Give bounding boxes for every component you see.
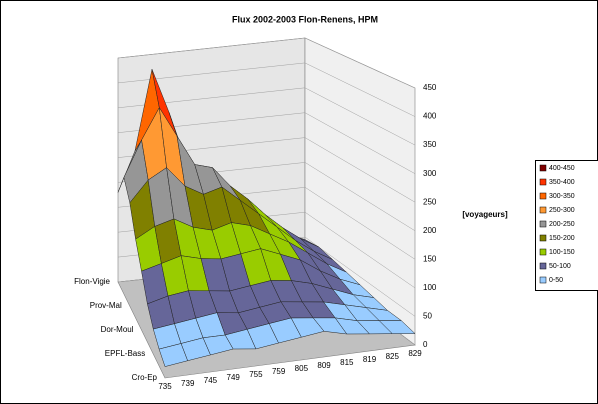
x-tick-label: 805 xyxy=(295,364,309,373)
z-tick-label: 450 xyxy=(423,83,437,92)
legend-label: 400-450 xyxy=(549,165,575,172)
legend-label: 50-100 xyxy=(549,263,571,270)
x-tick-label: 829 xyxy=(408,349,422,358)
z-tick-label: 0 xyxy=(423,340,428,349)
x-tick-label: 739 xyxy=(181,379,195,388)
grid-line xyxy=(117,37,416,89)
z-tick-label: 200 xyxy=(423,226,437,235)
legend-label: 200-250 xyxy=(549,221,575,228)
x-tick-label: 825 xyxy=(386,352,400,361)
legend-swatch xyxy=(539,178,547,186)
z-tick-label: 150 xyxy=(423,254,437,263)
legend-swatch xyxy=(539,248,547,256)
z-tick-label: 400 xyxy=(423,112,437,121)
legend-swatch xyxy=(539,220,547,228)
legend-swatch xyxy=(539,276,547,284)
grid-line xyxy=(117,112,416,174)
y-tick-label: EPFL-Bass xyxy=(105,349,145,358)
legend-label: 100-150 xyxy=(549,249,575,256)
legend-label: 300-350 xyxy=(549,193,575,200)
chart-title: Flux 2002-2003 Flon-Renens, HPM xyxy=(232,14,378,24)
y-tick-label: Cro-Ep xyxy=(132,373,158,382)
x-tick-label: 815 xyxy=(340,358,354,367)
x-tick-label: 819 xyxy=(363,355,377,364)
surface-cell xyxy=(378,320,416,334)
legend-swatch xyxy=(539,192,547,200)
legend-swatch xyxy=(539,262,547,270)
z-tick-label: 100 xyxy=(423,283,437,292)
legend-label: 250-300 xyxy=(549,207,575,214)
legend-label: 0-50 xyxy=(549,277,563,284)
x-tick-label: 755 xyxy=(249,370,263,379)
z-tick-label: 350 xyxy=(423,140,437,149)
x-tick-label: 809 xyxy=(317,361,331,370)
legend-swatch xyxy=(539,206,547,214)
x-tick-label: 749 xyxy=(227,373,241,382)
y-tick-label: Dor-Moul xyxy=(101,325,134,334)
legend-swatch xyxy=(539,234,547,242)
x-tick-label: 759 xyxy=(272,367,286,376)
y-tick-label: Flon-Vigie xyxy=(74,277,110,286)
z-tick-label: 250 xyxy=(423,197,437,206)
legend-label: 150-200 xyxy=(549,235,575,242)
z-tick-label: 300 xyxy=(423,169,437,178)
legend-label: 350-400 xyxy=(549,179,575,186)
grid-line xyxy=(117,87,416,146)
z-axis-label: [voyageurs] xyxy=(462,210,508,219)
x-tick-label: 735 xyxy=(158,382,172,391)
legend-swatch xyxy=(539,164,547,172)
x-tick-label: 745 xyxy=(204,376,218,385)
z-tick-label: 50 xyxy=(423,312,432,321)
y-tick-label: Prov-Mal xyxy=(90,301,122,310)
grid-line xyxy=(117,62,416,117)
